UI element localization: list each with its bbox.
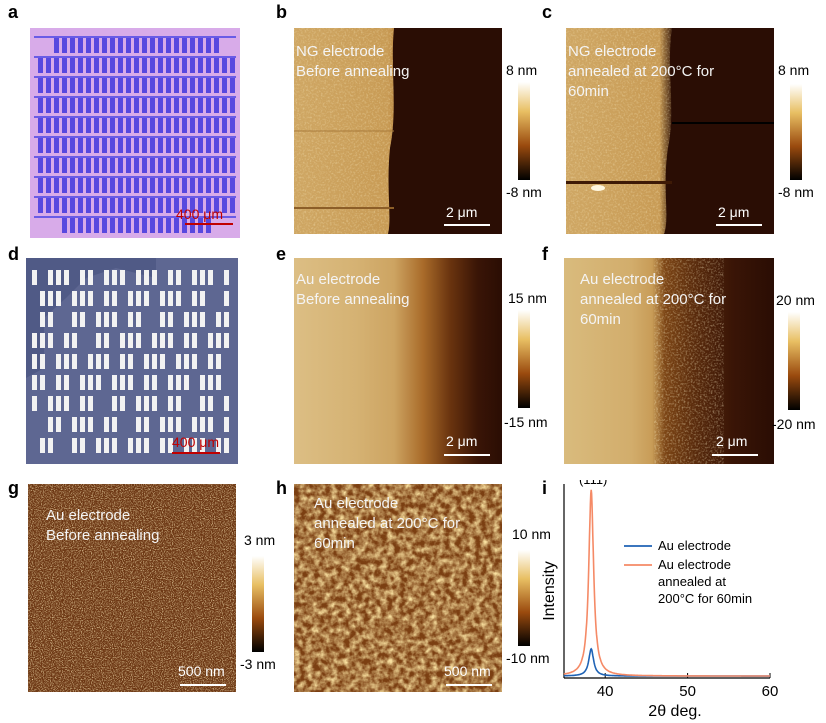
x-tick-label: 50 (679, 683, 696, 700)
x-axis-label: 2θ deg. (648, 703, 701, 720)
colorbar-min-e: -15 nm (504, 414, 548, 430)
series-line-2 (563, 489, 770, 677)
scale-label-g: 500 nm (178, 663, 225, 679)
afm-image-e (294, 258, 502, 464)
legend-label-2: 200°C for 60min (658, 591, 752, 606)
colorbar-h (518, 550, 530, 646)
afm-image-b (294, 28, 502, 234)
colorbar-b (518, 82, 530, 180)
colorbar-min-h: -10 nm (506, 650, 550, 666)
legend-label-1: Au electrode (658, 538, 731, 553)
panel-label-e: e (276, 244, 287, 264)
panel-label-i: i (542, 478, 548, 498)
chart-legend: Au electrode Au electrode annealed at 200°C… (624, 538, 752, 606)
panel-label-c: c (542, 2, 553, 22)
scale-bar-f (712, 454, 758, 456)
chart-series (563, 489, 770, 677)
colorbar-max-h: 10 nm (512, 526, 551, 542)
panel-label-h: h (276, 478, 287, 498)
scale-bar-b (444, 224, 490, 226)
colorbar-max-b: 8 nm (506, 62, 538, 78)
xrd-chart: 40 50 60 (111) Intensity 2θ deg. Au electr… (541, 480, 779, 720)
x-tick-label: 40 (597, 683, 614, 700)
colorbar-g (252, 556, 264, 652)
y-axis-label: Intensity (541, 561, 558, 621)
afm-image-f (564, 258, 774, 464)
colorbar-max-c: 8 nm (778, 62, 810, 78)
overlay-text-h: Au electrode annealed at 200°C for 60min (314, 495, 461, 552)
panel-label-f: f (542, 244, 548, 264)
scale-bar-h (446, 684, 492, 686)
overlay-text-g: Au electrode Before annealing (46, 507, 160, 544)
colorbar-c (790, 84, 802, 180)
colorbar-min-f: -20 nm (772, 416, 816, 432)
legend-label-2: annealed at (658, 574, 726, 589)
overlay-text-f: Au electrode annealed at 200°C for 60min (580, 271, 727, 328)
legend-label-2: Au electrode (658, 557, 731, 572)
overlay-text-c: NG electrode annealed at 200°C for 60min (568, 43, 715, 100)
scale-label-c: 2 μm (718, 204, 750, 220)
panel-label-a: a (8, 2, 19, 22)
colorbar-e (518, 310, 530, 408)
scale-bar-c (716, 224, 762, 226)
scale-bar-a (185, 223, 233, 225)
electrode-pattern-a (30, 28, 240, 238)
x-tick-label: 60 (762, 683, 779, 700)
panel-label-d: d (8, 244, 19, 264)
wafer-optical-image-d (26, 258, 238, 464)
scale-label-d: 400 μm (172, 434, 219, 450)
scale-bar-g (180, 684, 226, 686)
overlay-text-b: NG electrode Before annealing (296, 43, 410, 80)
electrode-pattern-d (26, 258, 238, 464)
scale-label-f: 2 μm (716, 433, 748, 449)
colorbar-min-b: -8 nm (506, 184, 542, 200)
scale-label-a: 400 μm (176, 206, 223, 222)
scale-bar-e (444, 454, 490, 456)
overlay-text-e: Au electrode Before annealing (296, 271, 410, 308)
scale-bar-d (172, 452, 220, 454)
series-line-1 (563, 647, 770, 677)
panel-label-g: g (8, 478, 19, 498)
scale-label-e: 2 μm (446, 433, 478, 449)
panel-label-b: b (276, 2, 287, 22)
scale-label-b: 2 μm (446, 204, 478, 220)
afm-image-g (28, 484, 236, 692)
colorbar-max-g: 3 nm (244, 532, 276, 548)
wafer-optical-image-a (30, 28, 240, 238)
colorbar-max-e: 15 nm (508, 290, 547, 306)
colorbar-max-f: 20 nm (776, 292, 815, 308)
afm-image-c (566, 28, 774, 234)
scale-label-h: 500 nm (444, 663, 491, 679)
afm-image-h (294, 484, 502, 692)
colorbar-f (788, 312, 800, 410)
peak-label: (111) (579, 480, 607, 487)
colorbar-min-g: -3 nm (240, 656, 276, 672)
chart-axes: 40 50 60 (563, 484, 779, 700)
colorbar-min-c: -8 nm (778, 184, 814, 200)
